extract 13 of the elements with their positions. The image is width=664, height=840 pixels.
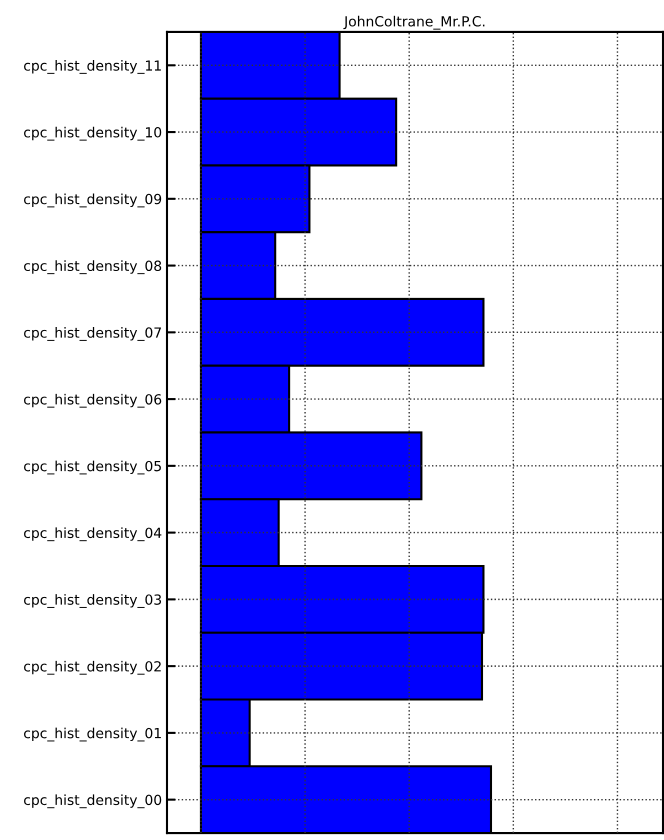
y-tick-label: cpc_hist_density_09 (24, 194, 162, 208)
y-tick-label: cpc_hist_density_07 (24, 327, 161, 341)
y-tick-label: cpc_hist_density_01 (24, 728, 161, 742)
y-tick-label: cpc_hist_density_02 (24, 660, 161, 675)
y-tick-label: cpc_hist_density_11 (24, 60, 161, 74)
chart-title: JohnColtrane_Mr.P.C. (343, 16, 484, 30)
y-tick-label: cpc_hist_density_05 (24, 460, 161, 474)
y-tick-label: cpc_hist_density_10 (24, 126, 162, 141)
y-tick-label: cpc_hist_density_08 (24, 260, 162, 274)
y-tick-label: cpc_hist_density_00 (24, 794, 162, 808)
y-tick-label: cpc_hist_density_04 (24, 527, 162, 542)
y-tick-label: cpc_hist_density_03 (24, 594, 162, 608)
y-tick-label: cpc_hist_density_06 (24, 394, 162, 408)
